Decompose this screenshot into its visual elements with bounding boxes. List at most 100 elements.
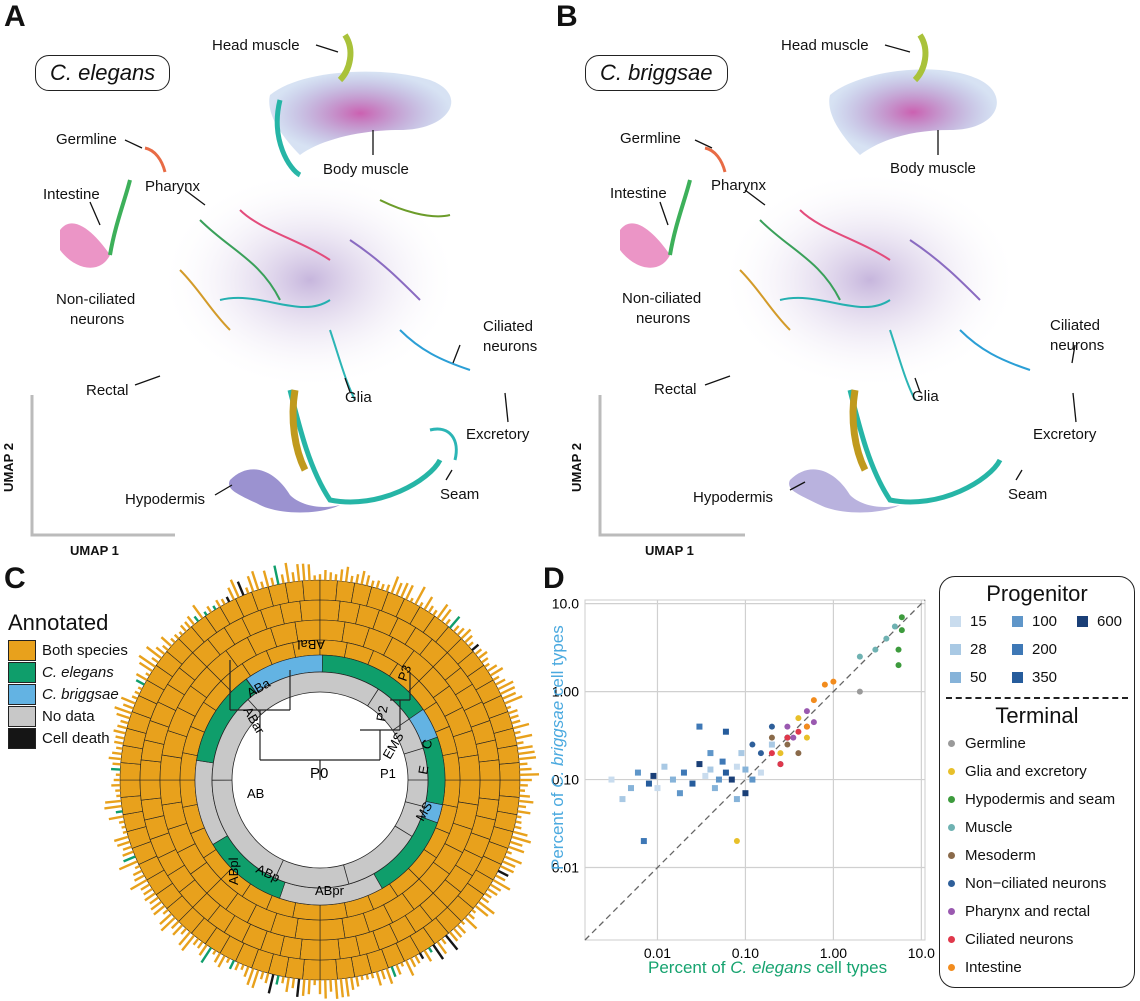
lineage-terminal-bar bbox=[144, 892, 156, 902]
lineage-terminal-bar bbox=[414, 955, 421, 964]
scatter-point-progenitor bbox=[661, 763, 668, 770]
lineage-terminal-bar bbox=[264, 972, 270, 984]
lineage-terminal-bar bbox=[519, 762, 528, 766]
lineage-terminal-bar bbox=[212, 949, 217, 956]
lineage-terminal-bar bbox=[145, 646, 163, 660]
progenitor-title: Progenitor bbox=[986, 581, 1088, 606]
label-glia-b: Glia bbox=[912, 388, 939, 405]
lineage-cell bbox=[319, 599, 341, 622]
lineage-terminal-bar bbox=[162, 908, 169, 915]
lineage-terminal-bar bbox=[153, 904, 166, 916]
lineage-cell bbox=[299, 599, 321, 622]
label-non-ciliated-2-b: neurons bbox=[636, 310, 691, 327]
lineage-terminal-bar bbox=[206, 605, 213, 613]
lineage-terminal-bar bbox=[492, 675, 500, 682]
lineage-cell bbox=[120, 795, 144, 816]
center-strokes-a bbox=[179, 199, 471, 401]
lineage-divider bbox=[405, 801, 425, 808]
lineage-terminal-bar bbox=[409, 957, 417, 968]
xlabel-species: C. elegans bbox=[730, 958, 812, 977]
lineage-terminal-bar bbox=[135, 679, 145, 686]
center-cloud-a bbox=[160, 170, 460, 390]
scatter-point-progenitor bbox=[719, 758, 726, 765]
lineage-terminal-bar bbox=[296, 978, 301, 998]
progenitor-350-label: 350 bbox=[1032, 669, 1058, 686]
label-germline-b: Germline bbox=[620, 130, 681, 147]
lineage-terminal-bar bbox=[262, 570, 270, 588]
lineage-terminal-bar bbox=[370, 972, 375, 979]
umap-xlabel-b: UMAP 1 bbox=[645, 543, 694, 558]
lineage-terminal-bar bbox=[123, 855, 136, 863]
lineage-terminal-bar bbox=[460, 920, 466, 926]
intestine-cluster-b bbox=[620, 223, 670, 268]
lineage-terminal-bar bbox=[118, 820, 125, 824]
terminal-hypodermis: Hypodermis and seam bbox=[948, 791, 1115, 808]
progenitor-28: 28 bbox=[950, 641, 987, 658]
lineage-terminal-bar bbox=[145, 672, 151, 677]
lineage-terminal-bar bbox=[200, 947, 213, 964]
scatter-xtick-label: 0.01 bbox=[644, 945, 671, 961]
lineage-terminal-bar bbox=[181, 934, 196, 952]
lineage-cell bbox=[294, 917, 321, 941]
lineage-terminal-bar bbox=[508, 845, 525, 854]
lineage-terminal-bar bbox=[217, 955, 226, 968]
lineage-terminal-bar bbox=[502, 860, 516, 868]
lineage-cell bbox=[159, 754, 183, 781]
lineage-terminal-bar bbox=[115, 810, 123, 814]
panel-letter-d: D bbox=[543, 562, 565, 595]
lineage-terminal-bar bbox=[138, 661, 153, 673]
lineage-cell bbox=[319, 958, 338, 981]
lineage-terminal-bar bbox=[307, 979, 311, 995]
scatter-point-terminal bbox=[821, 681, 828, 688]
lineage-terminal-bar bbox=[150, 900, 163, 911]
lineage-cell bbox=[302, 579, 321, 602]
lineage-divider bbox=[394, 825, 413, 837]
lineage-cell bbox=[478, 779, 501, 801]
seam-cluster-a bbox=[287, 389, 443, 505]
lineage-terminal-bar bbox=[497, 869, 509, 877]
lineage-terminal-bar bbox=[515, 820, 522, 824]
lineage-terminal-bar bbox=[504, 695, 523, 705]
lineage-terminal-bar bbox=[390, 576, 400, 594]
lineage-terminal-bar bbox=[113, 729, 126, 735]
scatter-point-progenitor bbox=[645, 780, 652, 787]
terminal-muscle-label: Muscle bbox=[965, 819, 1013, 836]
lineage-divider bbox=[274, 859, 284, 879]
label-excretory-a: Excretory bbox=[466, 426, 530, 443]
body-muscle-cluster-b bbox=[829, 69, 997, 155]
lineage-terminal-bar bbox=[186, 615, 196, 626]
lineage-terminal-bar bbox=[203, 611, 208, 616]
lineage-terminal-bar bbox=[514, 825, 522, 830]
lineage-terminal-bar bbox=[334, 574, 338, 581]
lineage-cell bbox=[498, 762, 521, 781]
lineage-terminal-bar bbox=[423, 596, 434, 611]
progenitor-100-label: 100 bbox=[1032, 613, 1058, 630]
scatter-point-progenitor bbox=[696, 723, 703, 730]
lineage-terminal-bar bbox=[492, 878, 511, 891]
lineage-terminal-bar bbox=[495, 874, 506, 882]
center-strokes-b bbox=[739, 209, 1031, 401]
label-hypodermis-a: Hypodermis bbox=[125, 491, 206, 508]
lineage-terminal-bar bbox=[500, 865, 515, 874]
lineage-terminal-bar bbox=[487, 887, 498, 897]
terminal-muscle-dot bbox=[948, 824, 955, 831]
progenitor-15-label: 15 bbox=[970, 613, 987, 630]
lineage-terminal-bar bbox=[517, 745, 533, 750]
lineage-terminal-bar bbox=[260, 581, 265, 589]
scatter-point-progenitor bbox=[722, 769, 729, 776]
ylabel-suffix: cell types bbox=[548, 625, 567, 701]
lineage-label: ABpl bbox=[226, 857, 241, 885]
terminal-nonciliated-label: Non−ciliated neurons bbox=[965, 875, 1107, 892]
lineage-label: P1 bbox=[380, 766, 396, 781]
lineage-terminal-bar bbox=[484, 892, 492, 899]
lineage-terminal-bar bbox=[517, 810, 531, 815]
lineage-terminal-bar bbox=[444, 618, 451, 626]
lineage-terminal-bar bbox=[227, 587, 235, 600]
lineage-label: ABpr bbox=[315, 883, 345, 898]
lineage-divider bbox=[367, 688, 379, 707]
scatter-point-progenitor bbox=[650, 772, 657, 779]
scatter-point-progenitor bbox=[757, 769, 764, 776]
lineage-terminal-bar bbox=[452, 927, 463, 938]
lineage-terminal-bar bbox=[344, 566, 350, 582]
